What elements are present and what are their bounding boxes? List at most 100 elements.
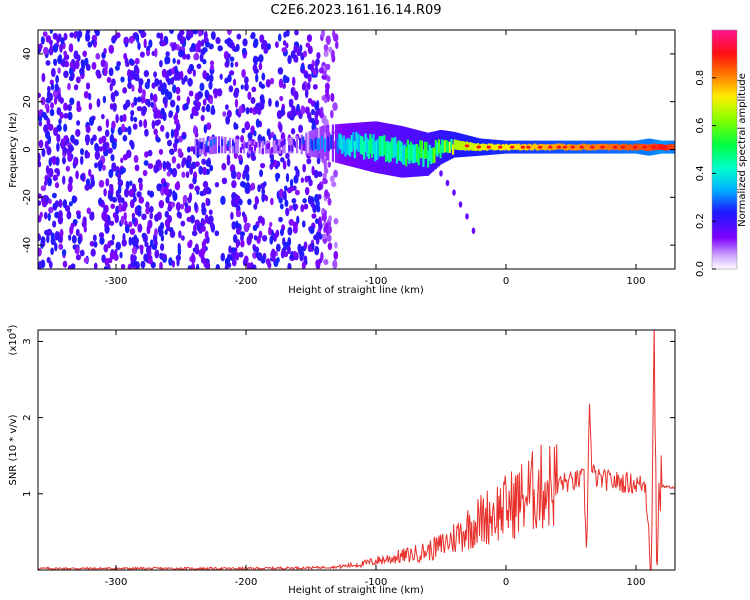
noise-speck xyxy=(282,83,286,89)
noise-speck xyxy=(169,229,176,239)
band-core xyxy=(277,145,280,152)
noise-speck xyxy=(141,96,146,104)
noise-speck xyxy=(244,164,250,174)
noise-speck xyxy=(67,104,72,112)
noise-speck xyxy=(156,109,161,119)
noise-speck xyxy=(253,105,259,113)
band-core xyxy=(437,139,441,154)
noise-speck xyxy=(288,99,294,108)
noise-speck xyxy=(231,251,237,261)
noise-speck xyxy=(301,261,306,269)
noise-speck xyxy=(169,148,175,156)
noise-speck xyxy=(38,139,44,149)
noise-speck xyxy=(160,41,167,47)
noise-speck xyxy=(299,251,305,258)
noise-speck xyxy=(259,104,264,111)
noise-speck xyxy=(221,162,227,171)
noise-speck xyxy=(181,160,185,168)
noise-speck xyxy=(204,214,209,224)
noise-speck xyxy=(238,198,243,206)
band-core xyxy=(494,144,497,151)
noise-speck xyxy=(134,164,140,172)
noise-speck xyxy=(82,50,87,58)
spectrogram-noise xyxy=(38,30,339,269)
band-core xyxy=(481,143,484,151)
band-core xyxy=(542,144,545,150)
noise-speck xyxy=(226,158,231,166)
noise-speck xyxy=(235,220,239,229)
noise-speck xyxy=(196,63,202,69)
noise-speck xyxy=(53,127,58,136)
noise-speck xyxy=(247,91,252,100)
noise-speck xyxy=(295,168,300,179)
band-halo xyxy=(300,134,303,155)
band-core xyxy=(657,144,661,151)
noise-speck xyxy=(206,122,212,130)
noise-speck xyxy=(217,45,223,52)
colorbar-tick-label: 0.2 xyxy=(695,213,706,229)
noise-speck xyxy=(186,146,191,153)
noise-speck xyxy=(312,68,317,76)
noise-speck xyxy=(183,102,189,111)
noise-speck xyxy=(85,64,91,71)
noise-speck xyxy=(58,118,62,125)
band-core xyxy=(545,144,548,151)
noise-speck xyxy=(233,234,238,244)
noise-speck xyxy=(260,162,266,169)
snr-x-tick-label: -300 xyxy=(105,577,128,588)
band-core xyxy=(508,144,511,151)
noise-speck xyxy=(147,245,152,252)
band-halo xyxy=(325,124,328,161)
noise-speck xyxy=(232,78,237,87)
band-core xyxy=(283,138,286,145)
noise-speck xyxy=(255,73,259,83)
noise-speck xyxy=(128,221,133,228)
noise-speck xyxy=(252,224,258,232)
noise-speck xyxy=(122,232,126,243)
noise-speck xyxy=(307,97,313,104)
noise-speck xyxy=(68,43,74,53)
noise-speck xyxy=(44,103,48,110)
noise-speck xyxy=(321,213,327,222)
noise-speck xyxy=(202,187,207,196)
noise-speck xyxy=(43,211,48,220)
noise-speck xyxy=(201,206,207,216)
band-core xyxy=(403,144,406,165)
band-core xyxy=(453,139,456,150)
noise-speck xyxy=(315,263,321,269)
noise-speck xyxy=(180,203,185,210)
noise-speck xyxy=(143,69,150,78)
noise-speck xyxy=(201,105,206,113)
noise-speck xyxy=(249,107,253,114)
noise-speck xyxy=(128,188,134,198)
spectrogram-y-label: Frequency (Hz) xyxy=(8,112,19,188)
noise-speck xyxy=(307,64,312,70)
noise-speck xyxy=(285,173,290,183)
noise-speck xyxy=(131,212,136,219)
band-core xyxy=(551,144,554,151)
noise-speck xyxy=(311,213,317,219)
noise-speck xyxy=(114,248,118,255)
noise-speck xyxy=(43,46,49,56)
noise-speck xyxy=(318,67,324,74)
noise-speck xyxy=(54,83,59,92)
noise-speck xyxy=(260,42,265,50)
band-core xyxy=(517,143,520,150)
band-core xyxy=(345,138,349,155)
band-core xyxy=(462,141,466,151)
noise-speck xyxy=(330,92,335,102)
band-core xyxy=(423,141,427,159)
noise-speck xyxy=(164,56,169,65)
noise-speck xyxy=(310,201,315,208)
noise-speck xyxy=(110,203,116,209)
noise-speck xyxy=(147,163,154,170)
noise-speck xyxy=(45,35,52,43)
noise-speck xyxy=(181,171,186,178)
band-core xyxy=(366,137,369,157)
noise-speck xyxy=(307,244,312,253)
noise-speck xyxy=(208,81,213,90)
noise-speck xyxy=(143,119,148,129)
band-core xyxy=(480,144,483,151)
noise-speck xyxy=(176,95,181,102)
